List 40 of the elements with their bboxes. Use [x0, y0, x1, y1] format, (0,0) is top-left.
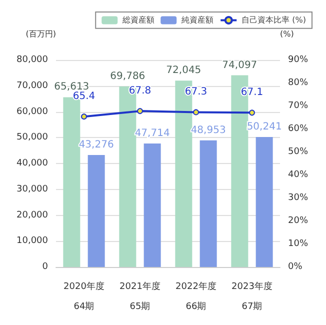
y2-tick-label: 30% — [288, 193, 308, 203]
data-label: 72,045 — [166, 65, 202, 76]
bar — [88, 155, 105, 267]
y2-tick-label: 70% — [288, 101, 308, 111]
y-tick-label: 60,000 — [16, 106, 48, 117]
data-label: 67.3 — [184, 86, 208, 98]
y-tick-label: 20,000 — [16, 210, 48, 220]
y-tick-label: 10,000 — [16, 236, 48, 246]
data-label: 74,097 — [222, 60, 258, 71]
y-tick-label: 30,000 — [16, 184, 48, 194]
y2-tick-label: 0% — [288, 262, 303, 272]
data-label: 65.4 — [72, 91, 96, 102]
y-tick-label: 80,000 — [16, 55, 48, 65]
x-tick-label: 2023年度 67期 — [232, 281, 272, 312]
y-tick-label: 0 — [42, 262, 48, 272]
y-tick-label: 40,000 — [16, 158, 48, 168]
data-label: 67.1 — [240, 87, 264, 98]
y2-axis-title: (%) — [280, 30, 294, 38]
y2-tick-label: 40% — [288, 170, 308, 180]
y2-tick-label: 60% — [288, 124, 308, 134]
x-tick-label: 2020年度 64期 — [64, 281, 104, 312]
bar — [200, 140, 217, 267]
x-tick-label: 2022年度 66期 — [176, 281, 216, 312]
y-tick-label: 50,000 — [16, 132, 48, 143]
bar — [256, 137, 273, 267]
y2-tick-label: 10% — [288, 239, 308, 249]
y2-tick-label: 20% — [288, 216, 308, 226]
legend-label: 純資産額 — [182, 16, 214, 25]
y2-tick-label: 50% — [288, 147, 308, 157]
legend-label: 自己資本比率 (%) — [242, 16, 306, 25]
x-tick-label: 2021年度 65期 — [120, 281, 160, 312]
data-label: 67.8 — [128, 86, 152, 97]
y2-tick-label: 80% — [288, 78, 308, 88]
data-label: 69,786 — [110, 70, 146, 82]
y2-tick-label: 90% — [288, 55, 308, 65]
data-label: 65,613 — [54, 82, 90, 93]
bar — [144, 144, 161, 267]
y-axis-title: (百万円) — [26, 30, 56, 38]
y-tick-label: 70,000 — [16, 80, 48, 91]
legend-label: 総資産額 — [122, 16, 155, 25]
